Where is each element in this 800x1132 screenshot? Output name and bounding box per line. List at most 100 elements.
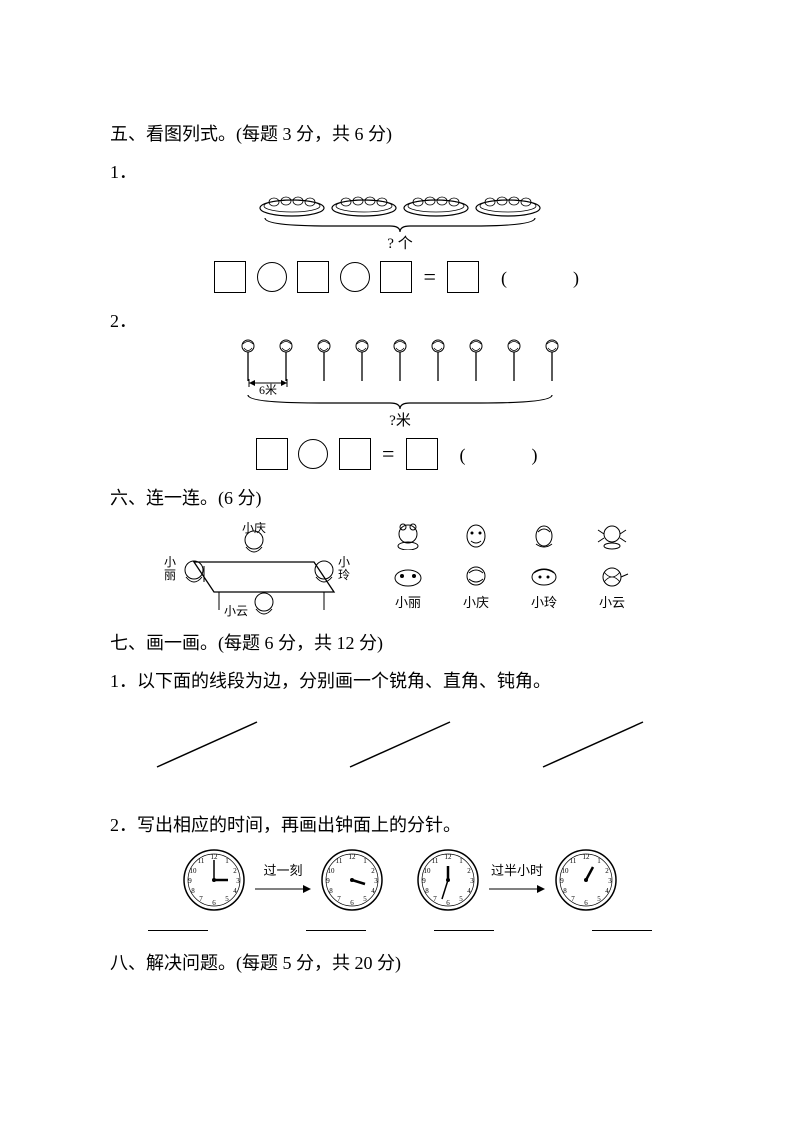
svg-text:9: 9 [326, 877, 330, 885]
svg-text:3: 3 [608, 877, 612, 885]
clock-icon: 121234567891011 [181, 847, 247, 913]
tree-icon [468, 339, 484, 381]
tree-icon [392, 339, 408, 381]
distance-text: 6米 [259, 383, 277, 395]
blank-circle[interactable] [340, 262, 370, 292]
svg-text:12: 12 [211, 853, 219, 861]
q5-1-number: 1． [110, 158, 690, 184]
svg-text:2: 2 [467, 867, 471, 875]
svg-text:6: 6 [212, 899, 216, 907]
blank-circle[interactable] [257, 262, 287, 292]
answer-blank[interactable] [148, 917, 208, 931]
toy-icon [390, 522, 426, 550]
svg-text:5: 5 [363, 895, 367, 903]
arrow-label-2: 过半小时 [487, 860, 547, 879]
q7-1-text: 1．以下面的线段为边，分别画一个锐角、直角、钝角。 [110, 667, 690, 693]
svg-text:4: 4 [605, 887, 609, 895]
svg-text:1: 1 [363, 857, 367, 865]
blank-box[interactable] [447, 261, 479, 293]
toy-icon [526, 564, 562, 588]
section-7-title: 七、画一画。(每题 6 分，共 12 分) [110, 629, 690, 655]
svg-text:1: 1 [459, 857, 463, 865]
svg-text:9: 9 [422, 877, 426, 885]
q7-1-figure [110, 707, 690, 787]
svg-text:7: 7 [571, 895, 575, 903]
arrow-icon [253, 883, 313, 895]
blank-box[interactable] [339, 438, 371, 470]
blank-box[interactable] [256, 438, 288, 470]
svg-text:5: 5 [459, 895, 463, 903]
svg-text:10: 10 [190, 867, 198, 875]
svg-text:7: 7 [433, 895, 437, 903]
q7-2-figure: 121234567891011 过一刻 121234567891011 1212… [110, 847, 690, 913]
svg-text:6: 6 [350, 899, 354, 907]
svg-text:7: 7 [337, 895, 341, 903]
toy-icon [594, 522, 630, 550]
blank-circle[interactable] [298, 439, 328, 469]
unit-paren[interactable]: ( ) [501, 264, 589, 290]
svg-text:小云: 小云 [224, 604, 248, 617]
svg-text:1: 1 [225, 857, 229, 865]
answer-blank[interactable] [306, 917, 366, 931]
arrow-label-1: 过一刻 [253, 860, 313, 879]
tree-icon [316, 339, 332, 381]
answer-blank[interactable] [434, 917, 494, 931]
angle-segment[interactable] [137, 707, 277, 777]
svg-text:小: 小 [338, 555, 350, 569]
answer-blank[interactable] [592, 917, 652, 931]
q5-2-figure: 6米 ?米 [110, 339, 690, 430]
equals-sign: = [382, 441, 394, 467]
q7-2-text: 2．写出相应的时间，再画出钟面上的分针。 [110, 811, 690, 837]
blank-box[interactable] [406, 438, 438, 470]
section-5-title: 五、看图列式。(每题 3 分，共 6 分) [110, 120, 690, 146]
svg-text:2: 2 [605, 867, 609, 875]
tree-icon [430, 339, 446, 381]
angle-segment[interactable] [523, 707, 663, 777]
time-blanks [110, 917, 690, 931]
plate-icon [474, 190, 542, 218]
toy-icon [594, 564, 630, 588]
tree-icon [544, 339, 560, 381]
clock-icon[interactable]: 121234567891011 [319, 847, 385, 913]
toy-label: 小玲 [520, 592, 568, 611]
svg-text:11: 11 [432, 857, 439, 865]
svg-text:5: 5 [225, 895, 229, 903]
svg-text:11: 11 [336, 857, 343, 865]
svg-text:10: 10 [424, 867, 432, 875]
toy-label: 小丽 [384, 592, 432, 611]
toy-icon [458, 564, 494, 588]
angle-segment[interactable] [330, 707, 470, 777]
clock-icon[interactable]: 121234567891011 [553, 847, 619, 913]
svg-text:2: 2 [371, 867, 375, 875]
svg-text:8: 8 [329, 887, 333, 895]
plate-icon [330, 190, 398, 218]
svg-text:12: 12 [445, 853, 453, 861]
svg-text:10: 10 [328, 867, 336, 875]
q5-2-number: 2． [110, 307, 690, 333]
toy-label: 小云 [588, 592, 636, 611]
q6-figure: 小庆 小丽 小玲 小云 小丽 小庆 小玲 小云 [110, 522, 690, 617]
svg-text:6: 6 [584, 899, 588, 907]
svg-text:11: 11 [570, 857, 577, 865]
table-kids-icon: 小庆 小丽 小玲 小云 [164, 522, 354, 617]
blank-box[interactable] [380, 261, 412, 293]
section-6-title: 六、连一连。(6 分) [110, 484, 690, 510]
clock-icon: 121234567891011 [415, 847, 481, 913]
svg-text:8: 8 [191, 887, 195, 895]
svg-text:小庆: 小庆 [242, 522, 266, 535]
svg-text:3: 3 [374, 877, 378, 885]
section-8-title: 八、解决问题。(每题 5 分，共 20 分) [110, 949, 690, 975]
equals-sign: = [424, 264, 436, 290]
blank-box[interactable] [214, 261, 246, 293]
blank-box[interactable] [297, 261, 329, 293]
unit-paren[interactable]: ( ) [459, 441, 547, 467]
svg-text:3: 3 [236, 877, 240, 885]
svg-text:12: 12 [349, 853, 357, 861]
q5-1-figure: ? 个 [110, 190, 690, 253]
svg-text:丽: 丽 [164, 568, 176, 582]
tree-icon [278, 339, 294, 381]
svg-text:3: 3 [470, 877, 474, 885]
svg-text:11: 11 [198, 857, 205, 865]
svg-text:玲: 玲 [338, 568, 350, 582]
svg-text:10: 10 [562, 867, 570, 875]
